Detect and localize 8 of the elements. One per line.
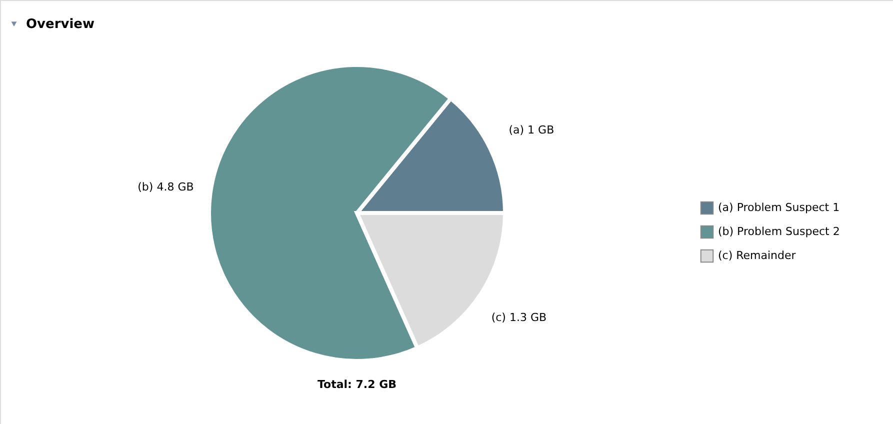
legend-label: (c) Remainder (718, 249, 796, 262)
legend-label: (b) Problem Suspect 2 (718, 225, 840, 238)
chart-title: Overview (26, 17, 95, 32)
legend-label: (a) Problem Suspect 1 (718, 201, 840, 214)
data-label: (b) 4.8 GB (138, 180, 194, 194)
data-label: (a) 1 GB (508, 123, 554, 136)
data-label: (c) 1.3 GB (491, 310, 547, 324)
text: Total: 7.2 GB (317, 378, 397, 391)
